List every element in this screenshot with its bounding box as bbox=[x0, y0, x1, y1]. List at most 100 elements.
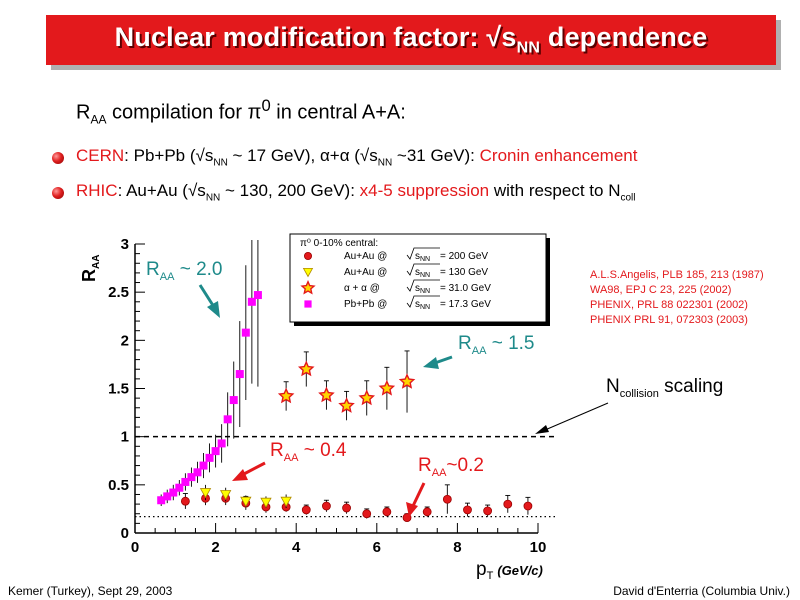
bullet-icon bbox=[52, 187, 64, 199]
data-point-auau-130 bbox=[219, 490, 232, 501]
data-point-pbpb-17 bbox=[253, 291, 262, 300]
data-point-auau-200 bbox=[322, 501, 331, 511]
data-point-pbpb-17 bbox=[181, 477, 190, 486]
x-axis-label-sub: T bbox=[487, 570, 494, 582]
slide-subtitle: RAA compilation for π0 in central A+A: bbox=[76, 96, 406, 127]
sqrt-symbol bbox=[406, 279, 440, 292]
data-point-pbpb-17 bbox=[169, 488, 178, 497]
reference-line: PHENIX, PRL 88 022301 (2002) bbox=[590, 299, 748, 311]
annotation-raa-0-4: RAA ~ 0.4 bbox=[270, 440, 347, 464]
data-point-pbpb-17 bbox=[229, 396, 238, 405]
data-point-pbpb-17 bbox=[235, 370, 244, 379]
data-point-auau-200 bbox=[301, 505, 311, 515]
legend-entry-energy: = 200 GeV bbox=[440, 251, 488, 262]
data-point-aa-31 bbox=[378, 379, 396, 396]
annotation-ncoll-scaling: Ncollision scaling bbox=[606, 376, 724, 400]
data-point-pbpb-17 bbox=[247, 297, 256, 306]
slide-title: Nuclear modification factor: √sNN depend… bbox=[114, 22, 708, 57]
annotation-raa-0-2: RAA~0.2 bbox=[418, 455, 484, 479]
x-tick-label: 2 bbox=[211, 539, 219, 556]
footer-author: David d'Enterria (Columbia Univ.) bbox=[613, 584, 790, 598]
sqrt-symbol bbox=[406, 295, 440, 308]
data-point-auau-130 bbox=[302, 267, 314, 278]
data-point-auau-130 bbox=[280, 496, 292, 508]
annotation-arrows bbox=[198, 284, 609, 517]
data-point-pbpb-17 bbox=[205, 453, 214, 462]
bullet-icon bbox=[52, 152, 64, 164]
legend-box bbox=[289, 233, 547, 323]
legend-entry-label: α + α @ bbox=[344, 283, 380, 294]
footer-venue: Kemer (Turkey), Sept 29, 2003 bbox=[8, 584, 173, 598]
sqrt-symbol bbox=[406, 247, 440, 260]
legend-entry-label: Pb+Pb @ bbox=[344, 299, 387, 310]
data-point-aa-31 bbox=[358, 389, 376, 406]
arrow-raa02 bbox=[411, 482, 426, 507]
arrow-raa20-head bbox=[207, 301, 220, 318]
legend-sqrt-sub: NN bbox=[420, 256, 430, 263]
data-point-pbpb-17 bbox=[193, 468, 202, 477]
data-point-auau-200 bbox=[523, 501, 533, 511]
reference-line: WA98, EPJ C 23, 225 (2002) bbox=[590, 284, 732, 296]
annotation-raa-2: RAA ~ 2.0 bbox=[146, 259, 223, 283]
reference-line: A.L.S.Angelis, PLB 185, 213 (1987) bbox=[590, 269, 764, 281]
x-tick-label: 4 bbox=[292, 539, 301, 556]
title-bar: Nuclear modification factor: √sNN depend… bbox=[46, 15, 776, 65]
data-point-aa-31 bbox=[297, 360, 315, 377]
data-point-aa-31 bbox=[338, 397, 355, 413]
legend-sqrt-sub: NN bbox=[420, 304, 430, 311]
data-point-pbpb-17 bbox=[199, 461, 208, 470]
legend-entry-energy: = 130 GeV bbox=[440, 267, 488, 278]
data-point-aa-31 bbox=[398, 373, 416, 389]
x-tick-label: 0 bbox=[131, 539, 139, 556]
y-tick-label: 0 bbox=[121, 525, 129, 542]
bullet-rhic: RHIC: Au+Au (√sNN ~ 130, 200 GeV): x4-5 … bbox=[76, 181, 636, 204]
arrow-ncoll bbox=[544, 402, 609, 431]
data-point-auau-200 bbox=[303, 251, 312, 260]
y-tick-label: 1 bbox=[121, 429, 129, 446]
data-point-auau-200 bbox=[442, 494, 452, 504]
arrow-raa04-head bbox=[232, 469, 248, 481]
references: A.L.S.Angelis, PLB 185, 213 (1987) WA98,… bbox=[590, 268, 764, 328]
data-point-auau-200 bbox=[362, 509, 372, 519]
data-point-auau-130 bbox=[260, 497, 272, 508]
y-tick-label: 3 bbox=[121, 236, 129, 253]
data-point-auau-130 bbox=[199, 488, 212, 499]
x-tick-label: 8 bbox=[453, 539, 461, 556]
data-point-auau-200 bbox=[463, 505, 472, 515]
data-point-pbpb-17 bbox=[187, 473, 196, 482]
x-tick-label: 10 bbox=[530, 539, 547, 556]
data-point-auau-200 bbox=[342, 503, 351, 513]
legend-header: π⁰ 0-10% central: bbox=[300, 238, 378, 249]
data-point-pbpb-17 bbox=[163, 492, 172, 501]
sqrt-symbol bbox=[406, 263, 440, 276]
data-point-auau-200 bbox=[503, 499, 513, 509]
x-axis-label-unit: (GeV/c) bbox=[497, 563, 543, 578]
data-point-auau-200 bbox=[422, 507, 432, 517]
legend-entry-label: Au+Au @ bbox=[344, 251, 387, 262]
y-tick-label: 2.5 bbox=[108, 284, 129, 301]
y-tick-label: 2 bbox=[121, 332, 129, 349]
data-point-aa-31 bbox=[318, 386, 335, 403]
y-tick-label: 0.5 bbox=[108, 477, 129, 494]
data-point-pbpb-17 bbox=[175, 483, 184, 492]
data-point-aa-31 bbox=[300, 279, 316, 295]
legend-sqrt-sub: NN bbox=[420, 288, 430, 295]
legend-entry-energy: = 17.3 GeV bbox=[440, 299, 491, 310]
arrow-raa02-head bbox=[406, 502, 418, 517]
data-point-pbpb-17 bbox=[217, 439, 226, 448]
legend-entry-energy: = 31.0 GeV bbox=[440, 283, 491, 294]
data-point-pbpb-17 bbox=[241, 328, 250, 337]
arrow-ncoll-head bbox=[535, 425, 549, 434]
arrow-raa15-head bbox=[423, 357, 439, 369]
legend-entry-label: Au+Au @ bbox=[344, 267, 387, 278]
arrow-raa04 bbox=[241, 461, 266, 477]
data-point-pbpb-17 bbox=[304, 300, 312, 308]
data-point-pbpb-17 bbox=[157, 496, 166, 505]
data-point-auau-130 bbox=[240, 496, 252, 508]
x-axis-label: pT (GeV/c) bbox=[476, 559, 543, 582]
data-point-pbpb-17 bbox=[223, 415, 232, 424]
bullet-cern: CERN: Pb+Pb (√sNN ~ 17 GeV), α+α (√sNN ~… bbox=[76, 146, 638, 169]
data-point-auau-200 bbox=[382, 507, 392, 517]
arrow-raa20 bbox=[198, 284, 216, 308]
y-axis-label: RAA bbox=[79, 255, 102, 282]
